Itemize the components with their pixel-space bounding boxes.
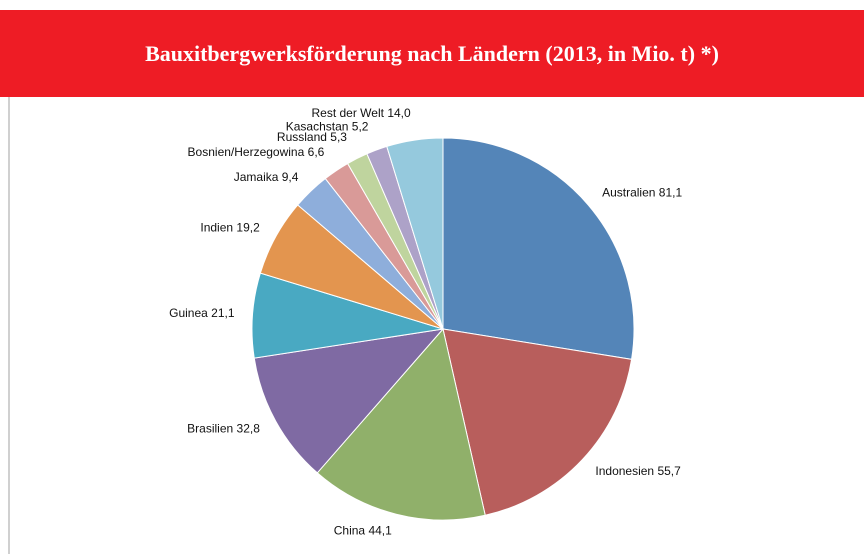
- slice-label: Kasachstan 5,2: [286, 120, 369, 134]
- pie-slice: [442, 328, 633, 516]
- slice-label: Guinea 21,1: [169, 306, 235, 320]
- slice-category: Australien: [602, 186, 655, 200]
- slice-value: 14,0: [387, 106, 411, 120]
- slice-label: China 44,1: [334, 524, 392, 538]
- slice-value: 21,1: [211, 306, 235, 320]
- slice-category: Rest der Welt: [312, 106, 385, 120]
- slice-value: 19,2: [236, 221, 260, 235]
- slice-value: 9,4: [282, 170, 299, 184]
- slice-value: 5,3: [330, 130, 347, 144]
- slice-category: Kasachstan: [286, 120, 349, 134]
- pie-slice: [386, 137, 444, 330]
- slice-category: Indien: [200, 221, 233, 235]
- frame-border: [8, 97, 10, 554]
- pie-slice: [442, 137, 635, 360]
- slice-label: Russland 5,3: [277, 130, 347, 144]
- pie-slice: [316, 327, 486, 521]
- slice-value: 32,8: [237, 422, 261, 436]
- slice-category: Bosnien/Herzegowina: [188, 145, 305, 159]
- slice-label: Australien 81,1: [602, 186, 682, 200]
- title-banner: Bauxitbergwerksförderung nach Ländern (2…: [0, 10, 864, 97]
- slice-category: China: [334, 524, 366, 538]
- slice-label: Indien 19,2: [200, 221, 260, 235]
- slice-category: Guinea: [169, 306, 208, 320]
- slice-label: Bosnien/Herzegowina 6,6: [188, 145, 325, 159]
- slice-category: Brasilien: [187, 422, 233, 436]
- slice-label: Indonesien 55,7: [595, 464, 681, 478]
- slice-category: Russland: [277, 130, 327, 144]
- slice-label: Brasilien 32,8: [187, 422, 260, 436]
- slice-category: Jamaika: [234, 170, 279, 184]
- slice-value: 6,6: [308, 145, 325, 159]
- slice-value: 44,1: [368, 524, 392, 538]
- slice-label: Jamaika 9,4: [234, 170, 299, 184]
- pie-slice: [253, 328, 445, 474]
- slice-value: 81,1: [659, 186, 683, 200]
- slice-value: 5,2: [352, 120, 369, 134]
- slice-label: Rest der Welt 14,0: [312, 106, 411, 120]
- slice-value: 55,7: [657, 464, 681, 478]
- chart-title: Bauxitbergwerksförderung nach Ländern (2…: [145, 40, 719, 66]
- slice-category: Indonesien: [595, 464, 654, 478]
